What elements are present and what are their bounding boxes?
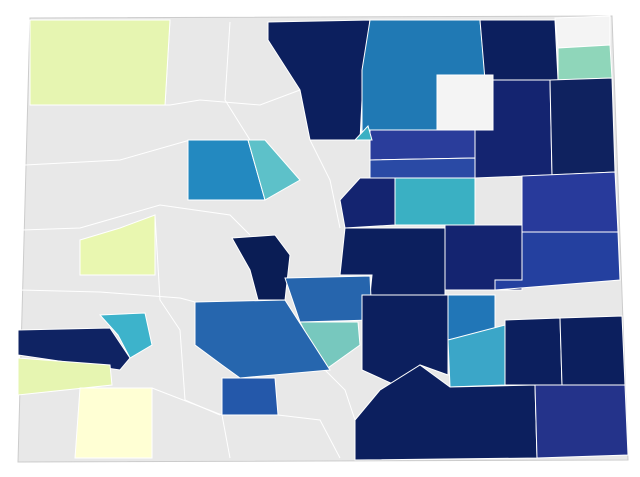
counties (17, 15, 629, 461)
county (494, 231, 621, 291)
county (534, 384, 629, 459)
county (247, 139, 301, 201)
county (559, 315, 626, 386)
county (521, 171, 619, 233)
county (354, 364, 538, 461)
county (549, 77, 616, 176)
county (221, 377, 279, 416)
county (479, 19, 559, 81)
county (554, 15, 611, 49)
county (339, 177, 396, 229)
county (369, 157, 476, 179)
county (79, 214, 156, 276)
county (29, 19, 171, 106)
county (284, 275, 373, 323)
county (557, 44, 613, 81)
county (369, 129, 476, 161)
county (504, 317, 563, 386)
county (436, 74, 494, 131)
county (17, 357, 113, 396)
county (17, 327, 131, 371)
county (98, 312, 153, 359)
county (74, 387, 153, 459)
county (353, 125, 373, 141)
